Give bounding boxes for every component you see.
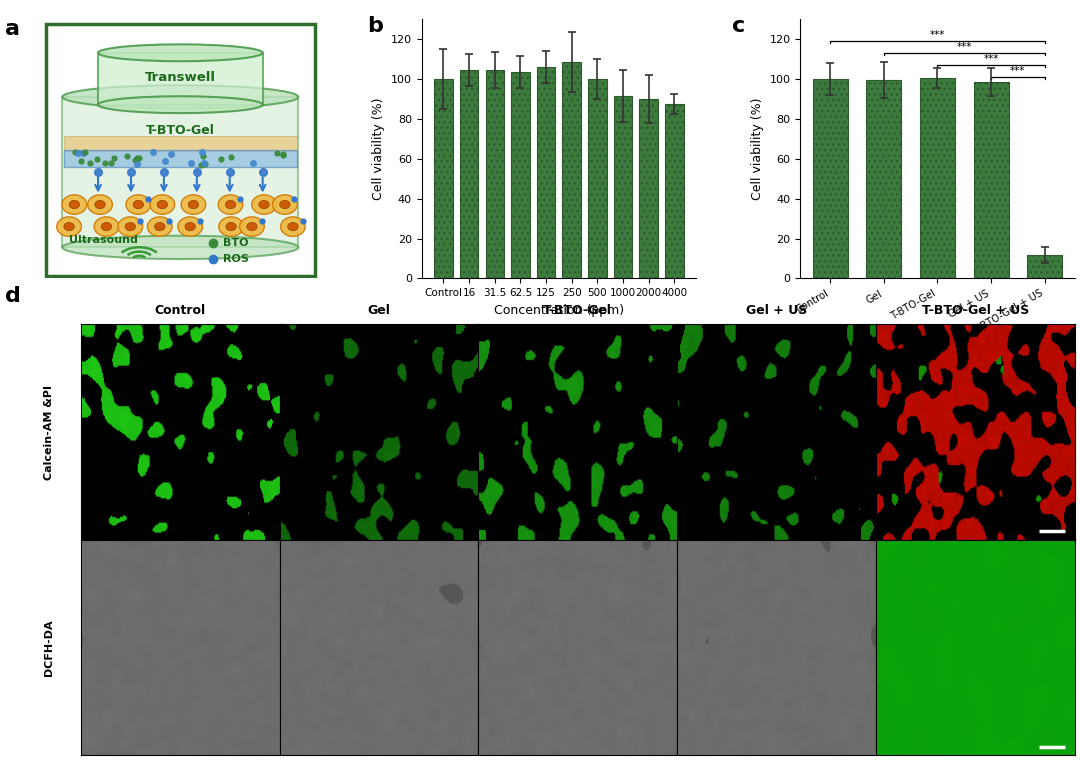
Ellipse shape bbox=[281, 217, 306, 237]
Bar bbox=[589, 79, 607, 278]
Bar bbox=[460, 70, 478, 278]
X-axis label: Concentration (ppm): Concentration (ppm) bbox=[494, 304, 624, 317]
Ellipse shape bbox=[57, 217, 81, 237]
Ellipse shape bbox=[95, 201, 105, 209]
Text: ***: *** bbox=[957, 43, 972, 53]
Ellipse shape bbox=[219, 217, 243, 237]
Bar bbox=[537, 67, 555, 278]
Bar bbox=[974, 82, 1009, 278]
Text: Calcein-AM &PI: Calcein-AM &PI bbox=[43, 385, 54, 480]
Text: T-BTO-Gel: T-BTO-Gel bbox=[146, 124, 215, 137]
Ellipse shape bbox=[280, 201, 291, 209]
Ellipse shape bbox=[252, 195, 276, 214]
Y-axis label: Cell viability (%): Cell viability (%) bbox=[751, 98, 764, 200]
Ellipse shape bbox=[158, 201, 167, 209]
Text: Gel + US: Gel + US bbox=[746, 304, 807, 317]
Bar bbox=[665, 104, 684, 278]
Text: Transwell: Transwell bbox=[145, 71, 216, 84]
Ellipse shape bbox=[147, 217, 172, 237]
Text: ***: *** bbox=[930, 31, 945, 40]
Ellipse shape bbox=[69, 201, 80, 209]
Ellipse shape bbox=[150, 195, 175, 214]
Text: T-BTO-Gel: T-BTO-Gel bbox=[543, 304, 612, 317]
FancyBboxPatch shape bbox=[64, 136, 297, 151]
Ellipse shape bbox=[218, 195, 243, 214]
Ellipse shape bbox=[188, 201, 199, 209]
Ellipse shape bbox=[246, 223, 257, 230]
Ellipse shape bbox=[63, 236, 298, 259]
Ellipse shape bbox=[226, 201, 235, 209]
Text: BTO: BTO bbox=[222, 239, 248, 249]
Text: Control: Control bbox=[154, 304, 206, 317]
Bar bbox=[813, 79, 848, 278]
Text: d: d bbox=[5, 286, 22, 306]
Ellipse shape bbox=[226, 223, 237, 230]
FancyBboxPatch shape bbox=[63, 97, 298, 247]
Ellipse shape bbox=[133, 201, 144, 209]
Bar bbox=[511, 72, 529, 278]
FancyBboxPatch shape bbox=[98, 53, 262, 105]
Text: ROS: ROS bbox=[222, 254, 248, 264]
Ellipse shape bbox=[63, 85, 298, 108]
Ellipse shape bbox=[240, 217, 265, 237]
Ellipse shape bbox=[181, 195, 206, 214]
Ellipse shape bbox=[154, 223, 165, 230]
Ellipse shape bbox=[272, 195, 297, 214]
Bar bbox=[613, 96, 632, 278]
Ellipse shape bbox=[118, 217, 143, 237]
Ellipse shape bbox=[64, 223, 75, 230]
Bar bbox=[1027, 255, 1062, 278]
Ellipse shape bbox=[98, 44, 262, 61]
Text: c: c bbox=[732, 17, 745, 37]
Ellipse shape bbox=[178, 217, 203, 237]
Text: T-BTO-Gel + US: T-BTO-Gel + US bbox=[921, 304, 1029, 317]
Ellipse shape bbox=[259, 201, 269, 209]
Bar bbox=[434, 79, 453, 278]
Text: b: b bbox=[367, 17, 382, 37]
Ellipse shape bbox=[102, 223, 111, 230]
FancyBboxPatch shape bbox=[64, 150, 297, 167]
Ellipse shape bbox=[126, 195, 150, 214]
Text: a: a bbox=[5, 19, 21, 39]
Bar bbox=[486, 70, 504, 278]
Text: ***: *** bbox=[1010, 66, 1026, 76]
Ellipse shape bbox=[125, 223, 135, 230]
Text: DCFH-DA: DCFH-DA bbox=[43, 620, 54, 676]
Ellipse shape bbox=[185, 223, 195, 230]
Text: ***: *** bbox=[984, 54, 999, 64]
Text: Gel: Gel bbox=[367, 304, 391, 317]
Ellipse shape bbox=[98, 96, 262, 113]
Bar bbox=[563, 62, 581, 278]
FancyBboxPatch shape bbox=[46, 24, 314, 276]
Ellipse shape bbox=[94, 217, 119, 237]
Y-axis label: Cell viability (%): Cell viability (%) bbox=[373, 98, 386, 200]
Bar bbox=[920, 78, 955, 278]
Bar bbox=[639, 99, 658, 278]
Ellipse shape bbox=[87, 195, 112, 214]
Bar bbox=[866, 80, 901, 278]
Ellipse shape bbox=[287, 223, 298, 230]
Ellipse shape bbox=[62, 195, 86, 214]
Text: Ultrasound: Ultrasound bbox=[69, 234, 138, 245]
